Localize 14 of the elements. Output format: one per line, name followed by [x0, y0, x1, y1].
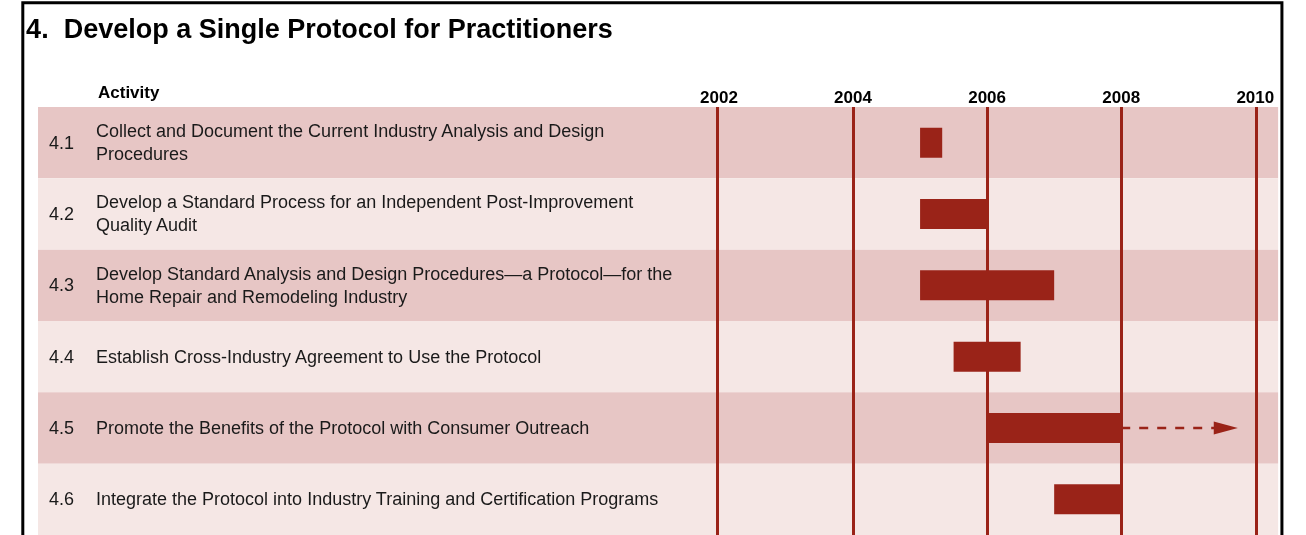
x-tick-label: 2006 [968, 87, 1007, 107]
category-label: 4.3 Develop Standard Analysis and Design Procedures—a Protocol—for the Home Repair and Remodeling Industry [49, 264, 673, 308]
category-label: 4.6 Integrate the Protocol into Industry Training and Certification Programs [49, 489, 659, 509]
category-label: 4.5 Promote the Benefits of the Protocol with Consumer Outreach [49, 418, 590, 438]
category-label: 4.1 Collect and Document the Current Industry Analysis and Design Procedures [49, 121, 605, 165]
bar [920, 127, 943, 158]
text: Activity [98, 83, 160, 102]
text: 4. Develop a Single Protocol for Practitioners [26, 13, 613, 44]
x-tick-label: 2004 [834, 87, 873, 107]
category-label: 4.2 Develop a Standard Process for an Independent Post-Improvement Quality Audit [49, 192, 634, 236]
x-tick-label: 2010 [1236, 87, 1275, 107]
category-label: 4.4 Establish Cross-Industry Agreement to Use the Protocol [49, 347, 542, 367]
x-tick-label: 2002 [700, 87, 738, 107]
x-tick-label: 2008 [1102, 87, 1141, 107]
